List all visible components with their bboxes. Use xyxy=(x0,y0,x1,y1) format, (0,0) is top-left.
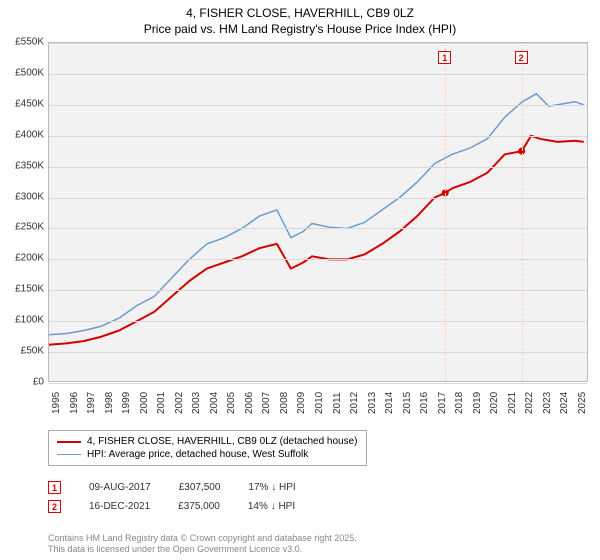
legend: 4, FISHER CLOSE, HAVERHILL, CB9 0LZ (det… xyxy=(48,430,367,466)
y-axis-label: £100K xyxy=(0,315,44,326)
x-axis-label: 1995 xyxy=(51,392,62,414)
y-axis-label: £200K xyxy=(0,253,44,264)
series-hpi xyxy=(49,94,584,335)
x-axis-label: 2006 xyxy=(244,392,255,414)
sale-vline xyxy=(445,43,446,381)
sales-table: 1 09-AUG-2017 £307,500 17% ↓ HPI 2 16-DE… xyxy=(48,478,296,516)
x-axis-label: 2002 xyxy=(174,392,185,414)
sale-vline xyxy=(522,43,523,381)
sale-row-2: 2 16-DEC-2021 £375,000 14% ↓ HPI xyxy=(48,497,296,516)
sale-date-1: 09-AUG-2017 xyxy=(89,482,151,493)
sale-hpi-1: 17% ↓ HPI xyxy=(248,482,295,493)
sale-marker-on-chart: 2 xyxy=(515,51,528,64)
title-address: 4, FISHER CLOSE, HAVERHILL, CB9 0LZ xyxy=(0,6,600,20)
x-axis-label: 2003 xyxy=(191,392,202,414)
chart-svg xyxy=(49,43,587,381)
x-axis-label: 2010 xyxy=(314,392,325,414)
y-axis-label: £50K xyxy=(0,346,44,357)
sale-marker-on-chart: 1 xyxy=(438,51,451,64)
title-subtitle: Price paid vs. HM Land Registry's House … xyxy=(0,22,600,36)
x-axis-label: 2017 xyxy=(437,392,448,414)
y-axis-label: £0 xyxy=(0,377,44,388)
x-axis-label: 2016 xyxy=(419,392,430,414)
x-axis-label: 2020 xyxy=(489,392,500,414)
y-axis-label: £500K xyxy=(0,67,44,78)
y-axis-label: £350K xyxy=(0,160,44,171)
x-axis-label: 1997 xyxy=(86,392,97,414)
sale-price-1: £307,500 xyxy=(179,482,221,493)
x-axis-label: 2018 xyxy=(454,392,465,414)
sale-price-2: £375,000 xyxy=(178,501,220,512)
y-axis-label: £250K xyxy=(0,222,44,233)
chart-title: 4, FISHER CLOSE, HAVERHILL, CB9 0LZ Pric… xyxy=(0,0,600,38)
x-axis-label: 2012 xyxy=(349,392,360,414)
x-axis-label: 2022 xyxy=(524,392,535,414)
y-axis-label: £150K xyxy=(0,284,44,295)
x-axis-label: 2021 xyxy=(507,392,518,414)
sale-date-2: 16-DEC-2021 xyxy=(89,501,150,512)
x-axis-label: 2024 xyxy=(559,392,570,414)
x-axis-label: 2009 xyxy=(296,392,307,414)
legend-label-hpi: HPI: Average price, detached house, West… xyxy=(87,449,308,460)
x-axis-label: 2011 xyxy=(332,392,343,414)
sale-row-1: 1 09-AUG-2017 £307,500 17% ↓ HPI xyxy=(48,478,296,497)
x-axis-label: 1996 xyxy=(69,392,80,414)
x-axis-label: 2004 xyxy=(209,392,220,414)
x-axis-label: 2013 xyxy=(367,392,378,414)
legend-swatch-hpi xyxy=(57,454,81,455)
sale-marker-1: 1 xyxy=(48,481,61,494)
legend-item-hpi: HPI: Average price, detached house, West… xyxy=(57,448,358,461)
x-axis-label: 2005 xyxy=(226,392,237,414)
chart-container: 12 £0£50K£100K£150K£200K£250K£300K£350K£… xyxy=(0,42,600,422)
x-axis-label: 2014 xyxy=(384,392,395,414)
x-axis-label: 2000 xyxy=(139,392,150,414)
sale-marker-2: 2 xyxy=(48,500,61,513)
x-axis-label: 2023 xyxy=(542,392,553,414)
y-axis-label: £400K xyxy=(0,129,44,140)
y-axis-label: £450K xyxy=(0,98,44,109)
x-axis-label: 2015 xyxy=(402,392,413,414)
credits: Contains HM Land Registry data © Crown c… xyxy=(48,533,357,556)
y-axis-label: £550K xyxy=(0,37,44,48)
x-axis-label: 2001 xyxy=(156,392,167,414)
credits-line2: This data is licensed under the Open Gov… xyxy=(48,544,357,556)
legend-swatch-price-paid xyxy=(57,441,81,443)
y-axis-label: £300K xyxy=(0,191,44,202)
x-axis-label: 2019 xyxy=(472,392,483,414)
x-axis-label: 2025 xyxy=(577,392,588,414)
x-axis-label: 2007 xyxy=(261,392,272,414)
plot-area: 12 xyxy=(48,42,588,382)
legend-label-price-paid: 4, FISHER CLOSE, HAVERHILL, CB9 0LZ (det… xyxy=(87,436,358,447)
credits-line1: Contains HM Land Registry data © Crown c… xyxy=(48,533,357,545)
sale-hpi-2: 14% ↓ HPI xyxy=(248,501,295,512)
x-axis-label: 1998 xyxy=(104,392,115,414)
x-axis-label: 2008 xyxy=(279,392,290,414)
legend-item-price-paid: 4, FISHER CLOSE, HAVERHILL, CB9 0LZ (det… xyxy=(57,435,358,448)
x-axis-label: 1999 xyxy=(121,392,132,414)
